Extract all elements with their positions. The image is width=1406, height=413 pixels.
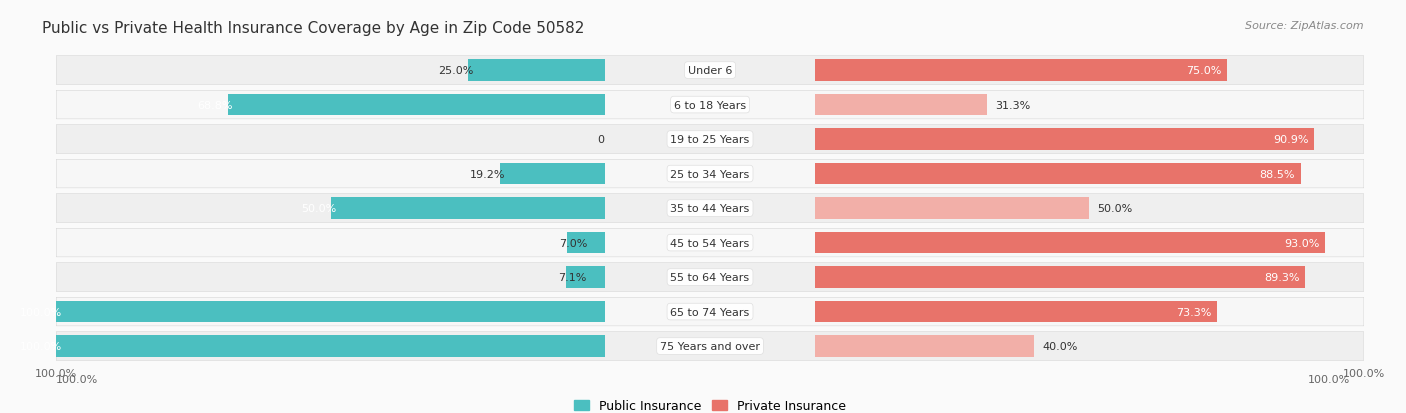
Text: 40.0%: 40.0% <box>1042 341 1078 351</box>
Bar <box>814 60 1226 82</box>
Text: 55 to 64 Years: 55 to 64 Years <box>671 273 749 282</box>
Text: 73.3%: 73.3% <box>1177 307 1212 317</box>
Bar <box>814 267 1305 288</box>
Text: Public vs Private Health Insurance Coverage by Age in Zip Code 50582: Public vs Private Health Insurance Cover… <box>42 21 585 36</box>
FancyBboxPatch shape <box>56 332 606 361</box>
Bar <box>814 129 1313 150</box>
Text: 0.0%: 0.0% <box>598 135 626 145</box>
Text: 88.5%: 88.5% <box>1260 169 1295 179</box>
Bar <box>814 198 1090 219</box>
FancyBboxPatch shape <box>814 229 1364 257</box>
Bar <box>330 198 606 219</box>
Bar <box>56 301 606 323</box>
FancyBboxPatch shape <box>603 194 817 223</box>
FancyBboxPatch shape <box>56 91 606 120</box>
Text: 50.0%: 50.0% <box>1098 204 1133 214</box>
Text: Source: ZipAtlas.com: Source: ZipAtlas.com <box>1246 21 1364 31</box>
FancyBboxPatch shape <box>56 126 606 154</box>
Bar <box>228 95 606 116</box>
FancyBboxPatch shape <box>56 297 606 326</box>
Bar <box>814 95 987 116</box>
FancyBboxPatch shape <box>603 332 817 361</box>
Text: 89.3%: 89.3% <box>1264 273 1299 282</box>
Text: 25.0%: 25.0% <box>439 66 474 76</box>
Bar <box>56 335 606 357</box>
Text: 68.8%: 68.8% <box>198 100 233 110</box>
Text: 75.0%: 75.0% <box>1185 66 1220 76</box>
FancyBboxPatch shape <box>814 332 1364 361</box>
FancyBboxPatch shape <box>56 229 606 257</box>
FancyBboxPatch shape <box>603 91 817 120</box>
FancyBboxPatch shape <box>56 263 606 292</box>
Text: 100.0%: 100.0% <box>20 341 62 351</box>
Text: 31.3%: 31.3% <box>995 100 1031 110</box>
Legend: Public Insurance, Private Insurance: Public Insurance, Private Insurance <box>569 394 851 413</box>
Text: 100.0%: 100.0% <box>20 307 62 317</box>
FancyBboxPatch shape <box>603 297 817 326</box>
FancyBboxPatch shape <box>814 160 1364 188</box>
FancyBboxPatch shape <box>603 160 817 188</box>
Bar <box>814 301 1218 323</box>
Text: 7.1%: 7.1% <box>558 273 586 282</box>
Text: 65 to 74 Years: 65 to 74 Years <box>671 307 749 317</box>
FancyBboxPatch shape <box>814 297 1364 326</box>
FancyBboxPatch shape <box>603 57 817 85</box>
Bar <box>814 164 1301 185</box>
Text: 19 to 25 Years: 19 to 25 Years <box>671 135 749 145</box>
FancyBboxPatch shape <box>603 126 817 154</box>
Text: 6 to 18 Years: 6 to 18 Years <box>673 100 747 110</box>
Bar <box>814 335 1035 357</box>
Text: 19.2%: 19.2% <box>470 169 506 179</box>
Bar <box>567 232 606 254</box>
Text: 35 to 44 Years: 35 to 44 Years <box>671 204 749 214</box>
FancyBboxPatch shape <box>814 263 1364 292</box>
Bar <box>468 60 606 82</box>
FancyBboxPatch shape <box>603 263 817 292</box>
Text: 45 to 54 Years: 45 to 54 Years <box>671 238 749 248</box>
Text: 100.0%: 100.0% <box>1308 374 1350 384</box>
FancyBboxPatch shape <box>814 126 1364 154</box>
Text: 93.0%: 93.0% <box>1285 238 1320 248</box>
Text: 100.0%: 100.0% <box>56 374 98 384</box>
FancyBboxPatch shape <box>56 160 606 188</box>
FancyBboxPatch shape <box>603 229 817 257</box>
Bar <box>501 164 606 185</box>
FancyBboxPatch shape <box>56 194 606 223</box>
Bar <box>567 267 606 288</box>
FancyBboxPatch shape <box>814 91 1364 120</box>
Text: 90.9%: 90.9% <box>1272 135 1309 145</box>
FancyBboxPatch shape <box>814 194 1364 223</box>
Text: 75 Years and over: 75 Years and over <box>659 341 761 351</box>
Text: 50.0%: 50.0% <box>301 204 336 214</box>
Text: 25 to 34 Years: 25 to 34 Years <box>671 169 749 179</box>
FancyBboxPatch shape <box>56 57 606 85</box>
FancyBboxPatch shape <box>814 57 1364 85</box>
Bar <box>814 232 1326 254</box>
Text: Under 6: Under 6 <box>688 66 733 76</box>
Text: 7.0%: 7.0% <box>558 238 588 248</box>
